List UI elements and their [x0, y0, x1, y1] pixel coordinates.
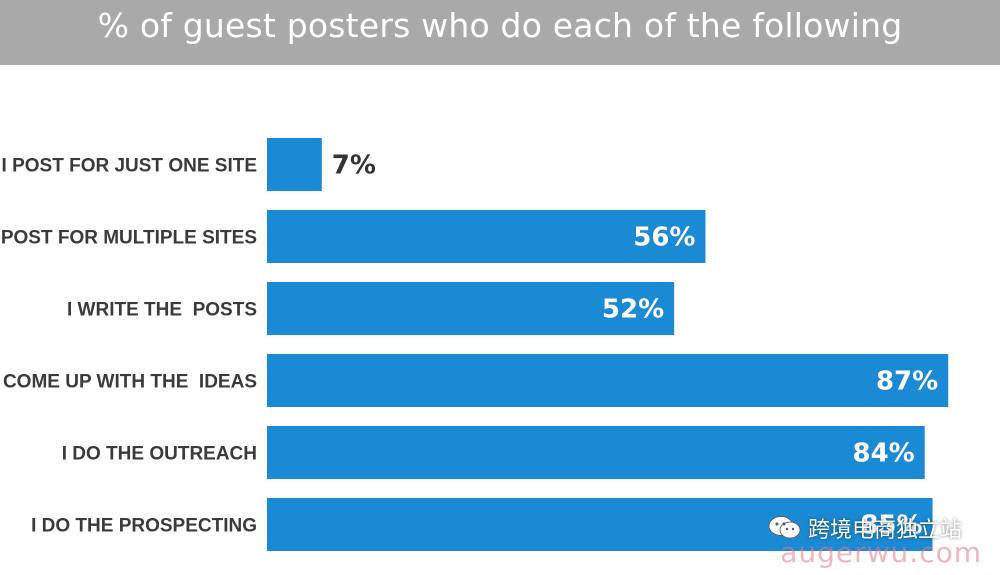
bar-5 [267, 498, 933, 551]
category-label-5: I DO THE PROSPECTING [31, 516, 257, 537]
wechat-icon [768, 516, 801, 539]
value-label-2: 52% [602, 295, 664, 325]
value-label-1: 56% [633, 223, 695, 253]
bar-4 [267, 426, 925, 479]
value-label-5: 85% [860, 511, 922, 541]
value-label-0: 7% [332, 151, 376, 181]
category-label-3: I COME UP WITH THE IDEAS [0, 372, 257, 393]
category-label-2: I WRITE THE POSTS [67, 300, 257, 321]
category-label-0: I POST FOR JUST ONE SITE [2, 156, 257, 177]
bar-1 [267, 210, 706, 263]
chart-title: % of guest posters who do each of the fo… [97, 6, 903, 45]
bar-0 [267, 138, 322, 191]
watermark-text: 跨境电商独立站 [807, 518, 962, 543]
value-label-4: 84% [852, 439, 914, 469]
category-label-1: I POST FOR MULTIPLE SITES [0, 228, 257, 249]
category-label-4: I DO THE OUTREACH [62, 444, 257, 465]
value-label-3: 87% [876, 367, 938, 397]
title-bar [0, 0, 1000, 65]
bar-2 [267, 282, 675, 335]
watermark: 跨境电商独立站 [768, 512, 962, 544]
bar-3 [267, 354, 949, 407]
watermark-url: augerwu.com [780, 536, 982, 569]
